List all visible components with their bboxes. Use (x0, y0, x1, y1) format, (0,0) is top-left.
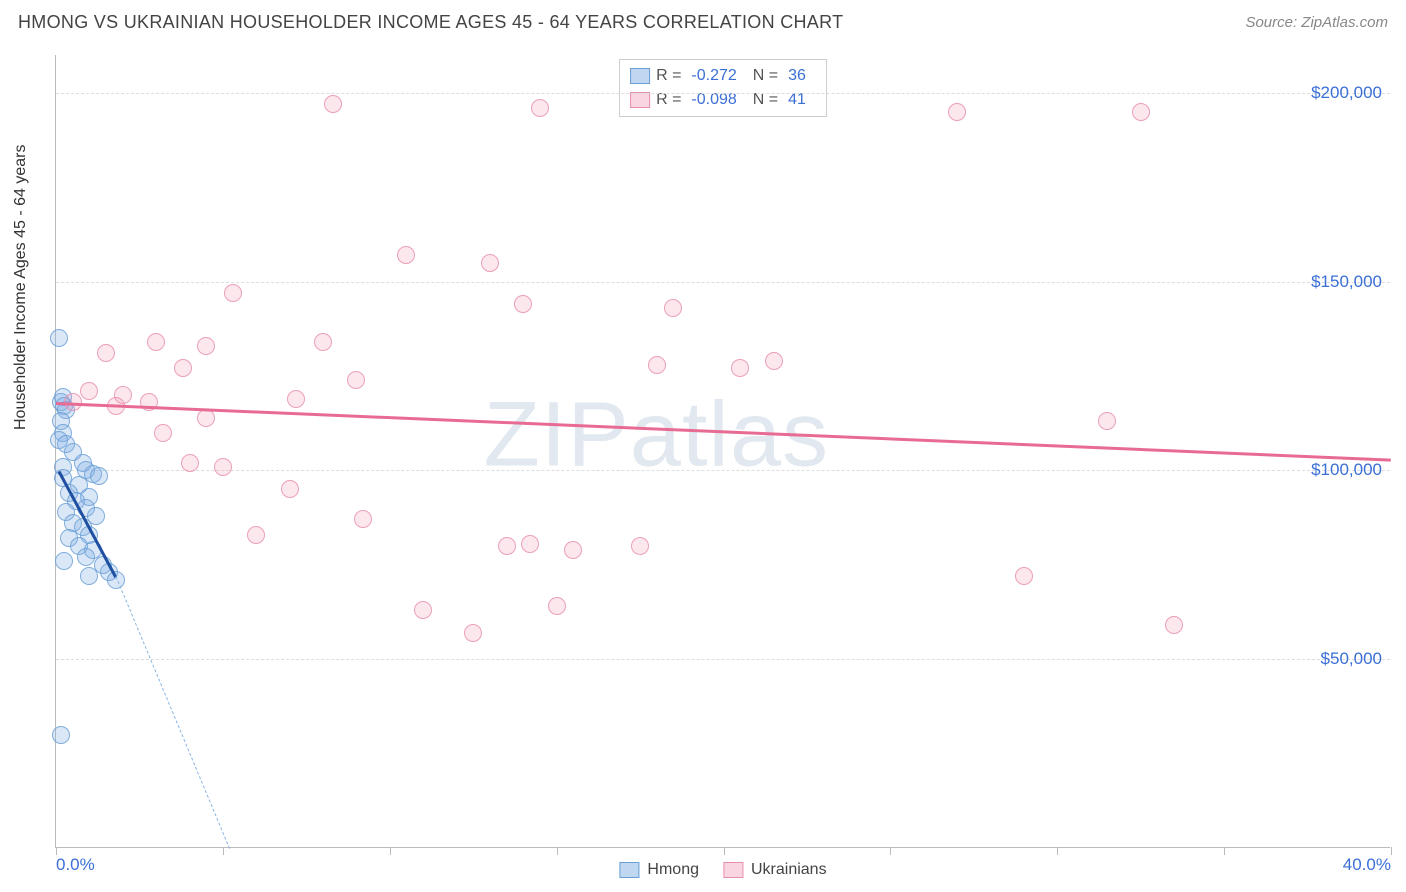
data-point-ukrainians (354, 510, 372, 528)
data-point-ukrainians (314, 333, 332, 351)
r-value-hmong: -0.272 (691, 64, 736, 88)
data-point-ukrainians (1098, 412, 1116, 430)
x-tick (724, 847, 725, 855)
data-point-hmong (80, 567, 98, 585)
data-point-ukrainians (731, 359, 749, 377)
data-point-ukrainians (464, 624, 482, 642)
data-point-ukrainians (287, 390, 305, 408)
data-point-ukrainians (1165, 616, 1183, 634)
n-value-ukrainians: 41 (788, 88, 806, 112)
x-tick (1224, 847, 1225, 855)
data-point-ukrainians (324, 95, 342, 113)
swatch-pink-icon (630, 92, 650, 108)
x-tick (223, 847, 224, 855)
data-point-ukrainians (397, 246, 415, 264)
legend-label: Hmong (647, 861, 699, 879)
data-point-ukrainians (481, 254, 499, 272)
x-tick-label: 40.0% (1343, 855, 1391, 875)
trendline-hmong-extrapolated (116, 576, 230, 848)
x-tick (1057, 847, 1058, 855)
data-point-ukrainians (531, 99, 549, 117)
correlation-legend: R = -0.272 N = 36 R = -0.098 N = 41 (619, 59, 827, 117)
data-point-ukrainians (347, 371, 365, 389)
data-point-ukrainians (224, 284, 242, 302)
n-label: N = (753, 64, 778, 88)
gridline (56, 470, 1390, 471)
data-point-ukrainians (197, 337, 215, 355)
data-point-ukrainians (247, 526, 265, 544)
data-point-ukrainians (648, 356, 666, 374)
data-point-ukrainians (1132, 103, 1150, 121)
watermark-text: ZIPatlas (484, 383, 829, 488)
data-point-ukrainians (514, 295, 532, 313)
r-label: R = (656, 64, 681, 88)
swatch-blue-icon (630, 68, 650, 84)
data-point-ukrainians (664, 299, 682, 317)
scatter-chart: ZIPatlas R = -0.272 N = 36 R = -0.098 N … (55, 55, 1390, 848)
y-tick-label: $150,000 (1311, 272, 1382, 292)
r-label: R = (656, 88, 681, 112)
data-point-ukrainians (521, 535, 539, 553)
data-point-ukrainians (114, 386, 132, 404)
y-tick-label: $200,000 (1311, 83, 1382, 103)
x-tick-label: 0.0% (56, 855, 95, 875)
data-point-ukrainians (147, 333, 165, 351)
swatch-pink-icon (723, 862, 743, 878)
swatch-blue-icon (619, 862, 639, 878)
data-point-ukrainians (80, 382, 98, 400)
data-point-ukrainians (181, 454, 199, 472)
data-point-ukrainians (197, 409, 215, 427)
data-point-ukrainians (1015, 567, 1033, 585)
y-tick-label: $100,000 (1311, 460, 1382, 480)
chart-title: HMONG VS UKRAINIAN HOUSEHOLDER INCOME AG… (18, 12, 843, 33)
r-value-ukrainians: -0.098 (691, 88, 736, 112)
data-point-ukrainians (174, 359, 192, 377)
data-point-ukrainians (214, 458, 232, 476)
data-point-ukrainians (564, 541, 582, 559)
y-axis-label: Householder Income Ages 45 - 64 years (12, 145, 30, 431)
data-point-ukrainians (548, 597, 566, 615)
legend-row-hmong: R = -0.272 N = 36 (630, 64, 816, 88)
data-point-hmong (77, 548, 95, 566)
legend-row-ukrainians: R = -0.098 N = 41 (630, 88, 816, 112)
data-point-ukrainians (498, 537, 516, 555)
x-tick (390, 847, 391, 855)
n-value-hmong: 36 (788, 64, 806, 88)
chart-header: HMONG VS UKRAINIAN HOUSEHOLDER INCOME AG… (0, 0, 1406, 41)
legend-label: Ukrainians (751, 861, 827, 879)
x-tick (1391, 847, 1392, 855)
x-tick (56, 847, 57, 855)
series-legend: Hmong Ukrainians (619, 861, 826, 879)
source-attribution: Source: ZipAtlas.com (1245, 14, 1388, 31)
data-point-hmong (52, 726, 70, 744)
data-point-ukrainians (631, 537, 649, 555)
data-point-ukrainians (281, 480, 299, 498)
n-label: N = (753, 88, 778, 112)
legend-item-hmong: Hmong (619, 861, 699, 879)
data-point-hmong (50, 329, 68, 347)
data-point-hmong (55, 552, 73, 570)
trendline-ukrainians (56, 402, 1391, 461)
x-tick (890, 847, 891, 855)
gridline (56, 659, 1390, 660)
data-point-ukrainians (154, 424, 172, 442)
gridline (56, 93, 1390, 94)
data-point-ukrainians (765, 352, 783, 370)
data-point-ukrainians (948, 103, 966, 121)
y-tick-label: $50,000 (1321, 649, 1382, 669)
data-point-hmong (90, 467, 108, 485)
legend-item-ukrainians: Ukrainians (723, 861, 827, 879)
data-point-ukrainians (414, 601, 432, 619)
x-tick (557, 847, 558, 855)
gridline (56, 282, 1390, 283)
data-point-ukrainians (97, 344, 115, 362)
